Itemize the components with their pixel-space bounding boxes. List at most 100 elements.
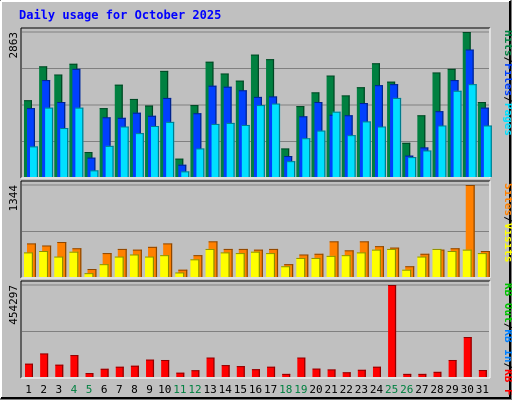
bar-bottom-kb-f-day-14 [221, 365, 230, 377]
bar-top-pages-day-8-shade [142, 133, 144, 177]
bar-middle-visits-day-15 [235, 253, 245, 277]
bar-middle-visits-day-22-shade [349, 255, 351, 277]
bar-middle-sites-day-26-shade [413, 266, 415, 277]
bar-top-files-day-11 [178, 164, 187, 177]
bar-middle-visits-day-3 [54, 256, 64, 277]
legend-hits-top-0: Hits [502, 30, 512, 57]
bar-middle-visits-day-30 [462, 249, 472, 277]
bar-bottom-kb-f-day-7 [115, 366, 124, 377]
bar-bottom-kb-f-day-4 [70, 355, 79, 377]
bar-middle-visits-day-24 [371, 249, 381, 277]
bar-bottom-kb-f-day-17 [267, 366, 276, 377]
bar-bottom-kb-f-day-21 [327, 369, 336, 377]
bar-bottom-kb-f-day-5 [85, 373, 94, 377]
bar-middle-sites-day-23-shade [367, 241, 369, 277]
bar-middle-visits-day-10 [160, 255, 170, 277]
bar-bottom-kb-f-day-23-shade [364, 369, 366, 377]
day-label-23: 23 [355, 383, 368, 396]
bar-middle-sites-day-8-shade [140, 249, 142, 277]
bar-middle-sites-day-28-shade [443, 249, 445, 277]
bar-bottom-kb-f-day-19-shade [304, 357, 306, 377]
panel-middle-ymax-label: 1344 [7, 185, 20, 212]
bar-top-pages-day-19-shade [309, 138, 311, 177]
bar-middle-visits-day-21-shade [334, 255, 336, 277]
bar-middle-visits-day-12 [190, 259, 200, 277]
bar-top-pages-day-15 [241, 124, 250, 177]
legend-kb-f-bottom-4: KB F [502, 369, 512, 396]
day-label-7: 7 [116, 383, 123, 396]
bar-top-pages-day-11-shade [188, 171, 190, 177]
bar-bottom-kb-f-day-19 [297, 357, 306, 377]
bar-top-pages-day-21-shade [339, 111, 341, 177]
legend-visits-middle-2: Visits [502, 223, 512, 263]
bar-bottom-kb-f-day-4-shade [77, 355, 79, 377]
bar-top-pages-day-14 [226, 122, 235, 177]
bar-bottom-kb-f-day-22 [342, 372, 351, 377]
bar-middle-sites-day-4-shade [80, 248, 82, 277]
bar-bottom-kb-f-day-31-shade [485, 370, 487, 377]
chart-panels: 2863Hits/Files/Pages1344Sites/Visits4542… [7, 27, 512, 396]
day-label-25: 25 [385, 383, 398, 396]
bar-top-pages-day-4 [75, 107, 84, 177]
bar-top-pages-day-3 [60, 128, 69, 177]
bar-bottom-kb-f-day-3 [55, 364, 64, 377]
bar-middle-visits-day-17 [266, 253, 276, 277]
bar-top-pages-day-29 [453, 90, 462, 177]
legend-files-top-2: Files [502, 63, 512, 96]
legend---bottom-3: / [502, 363, 512, 370]
bar-middle-visits-day-31 [477, 253, 487, 277]
bar-middle-visits-day-23 [356, 252, 366, 277]
bar-bottom-kb-f-day-27 [418, 373, 427, 377]
bar-middle-visits-day-3-shade [62, 256, 64, 277]
bar-top-pages-day-13 [211, 123, 220, 177]
bar-top-pages-day-18 [287, 161, 296, 177]
bar-top-pages-day-14-shade [233, 122, 235, 177]
legend---top-1: / [502, 57, 512, 64]
day-label-24: 24 [370, 383, 384, 396]
bar-top-pages-day-11 [181, 171, 190, 177]
bar-top-pages-day-2-shade [51, 107, 54, 177]
bar-middle-sites-day-24-shade [382, 246, 384, 277]
bar-top-pages-day-29-shade [460, 90, 462, 177]
day-label-16: 16 [249, 383, 262, 396]
bar-middle-visits-day-2 [39, 251, 49, 277]
bar-bottom-kb-f-day-31 [478, 370, 487, 377]
bar-top-pages-day-15-shade [248, 124, 250, 177]
bar-middle-visits-day-4-shade [77, 251, 79, 277]
bar-bottom-kb-f-day-2 [40, 353, 49, 377]
day-label-11: 11 [173, 383, 186, 396]
bar-top-pages-day-25-shade [399, 97, 402, 177]
bar-middle-visits-day-15-shade [243, 253, 245, 277]
bar-top-pages-day-22 [347, 135, 356, 177]
day-label-15: 15 [234, 383, 247, 396]
bar-middle-sites-day-21-shade [337, 241, 339, 277]
bar-middle-visits-day-24-shade [379, 249, 381, 277]
bar-top-pages-day-10-shade [172, 121, 175, 177]
day-label-20: 20 [309, 383, 322, 396]
bar-top-pages-day-12 [196, 148, 205, 177]
day-label-12: 12 [188, 383, 201, 396]
bar-middle-sites-day-6-shade [110, 253, 112, 277]
bar-top-hits-day-27-shade [424, 115, 426, 177]
bar-middle-visits-day-4 [69, 251, 79, 277]
bar-middle-visits-day-16-shade [258, 251, 260, 277]
bar-middle-visits-day-19 [296, 257, 306, 277]
bar-bottom-kb-f-day-7-shade [122, 366, 124, 377]
bar-bottom-kb-f-day-21-shade [334, 369, 336, 377]
bar-middle-sites-day-9-shade [155, 246, 158, 277]
bar-middle-visits-day-23-shade [364, 252, 366, 277]
bar-middle-visits-day-8-shade [137, 254, 139, 277]
bar-top-pages-day-20 [317, 130, 326, 177]
bar-middle-sites-day-25-shade [397, 247, 400, 277]
bar-bottom-kb-f-day-24-shade [379, 366, 381, 377]
bar-top-files-day-5-shade [94, 157, 96, 177]
bar-top-files-day-1 [27, 108, 35, 177]
bar-top-pages-day-16 [256, 105, 265, 177]
day-label-4: 4 [71, 383, 78, 396]
bar-middle-visits-day-2-shade [46, 251, 49, 277]
bar-bottom-kb-f-day-10 [161, 359, 170, 377]
bar-middle-visits-day-12-shade [198, 259, 200, 277]
bar-top-pages-day-5 [90, 170, 99, 177]
